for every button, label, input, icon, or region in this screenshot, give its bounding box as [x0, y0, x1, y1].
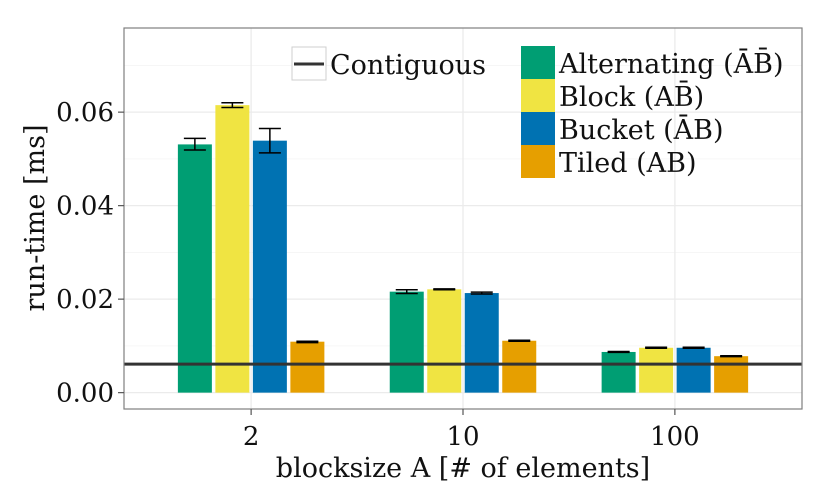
bar	[601, 351, 636, 393]
x-tick-label: 10	[446, 422, 479, 452]
x-tick-label: 2	[243, 422, 260, 452]
bar	[389, 291, 424, 393]
bar	[177, 144, 212, 393]
legend-key	[521, 79, 555, 112]
legend-key	[521, 46, 555, 79]
bar	[676, 347, 711, 393]
legend-label: Bucket (ĀB)	[559, 113, 724, 146]
bar	[502, 340, 537, 393]
legend: Contiguous Alternating (ĀB̄)Block (AB̄)Bu…	[291, 46, 784, 179]
legend-label: Contiguous	[330, 50, 486, 81]
legend-label: Tiled (AB)	[559, 148, 697, 179]
y-tick-label: 0.04	[56, 192, 114, 222]
x-axis-title: blocksize A [# of elements]	[276, 453, 650, 484]
y-tick-label: 0.02	[56, 285, 114, 315]
bars	[177, 102, 749, 393]
y-tick-label: 0.00	[56, 379, 114, 409]
legend-key	[521, 145, 555, 178]
bar	[464, 293, 499, 393]
legend-label: Block (AB̄)	[559, 79, 704, 113]
y-tick-label: 0.06	[56, 98, 114, 128]
x-tick-label: 100	[650, 422, 700, 452]
bar	[215, 105, 250, 393]
bar	[639, 347, 674, 393]
bar	[290, 341, 325, 393]
legend-label: Alternating (ĀB̄)	[558, 46, 784, 80]
bar	[427, 289, 462, 393]
legend-key	[521, 112, 555, 145]
y-axis-title: run-time [ms]	[20, 125, 51, 312]
bar	[252, 140, 287, 393]
tick-labels: 0.00 0.02 0.04 0.06 2 10 100	[56, 98, 700, 452]
bar	[714, 356, 749, 393]
